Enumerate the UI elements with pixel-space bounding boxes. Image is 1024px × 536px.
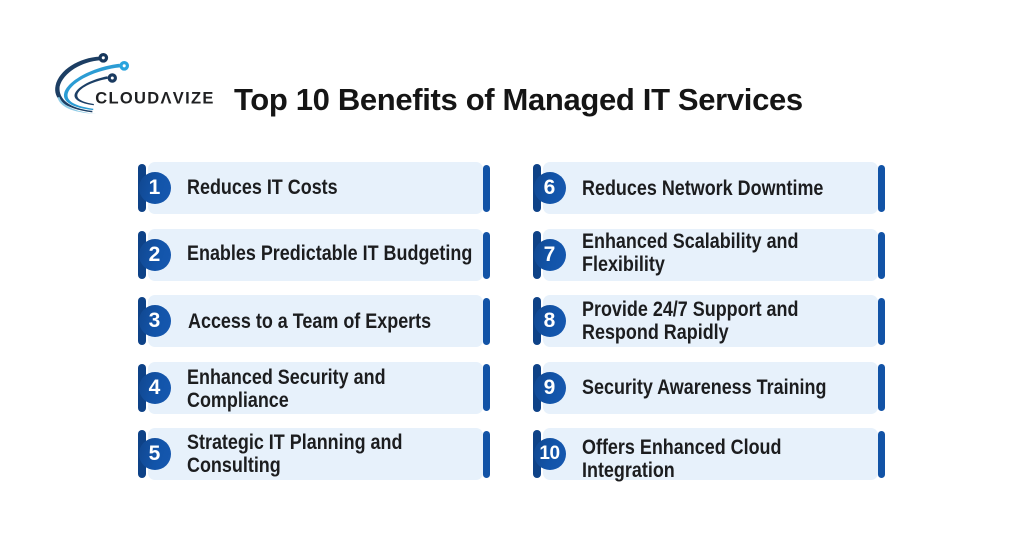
svg-text:CLOUDΛVIZE: CLOUDΛVIZE (95, 90, 214, 108)
